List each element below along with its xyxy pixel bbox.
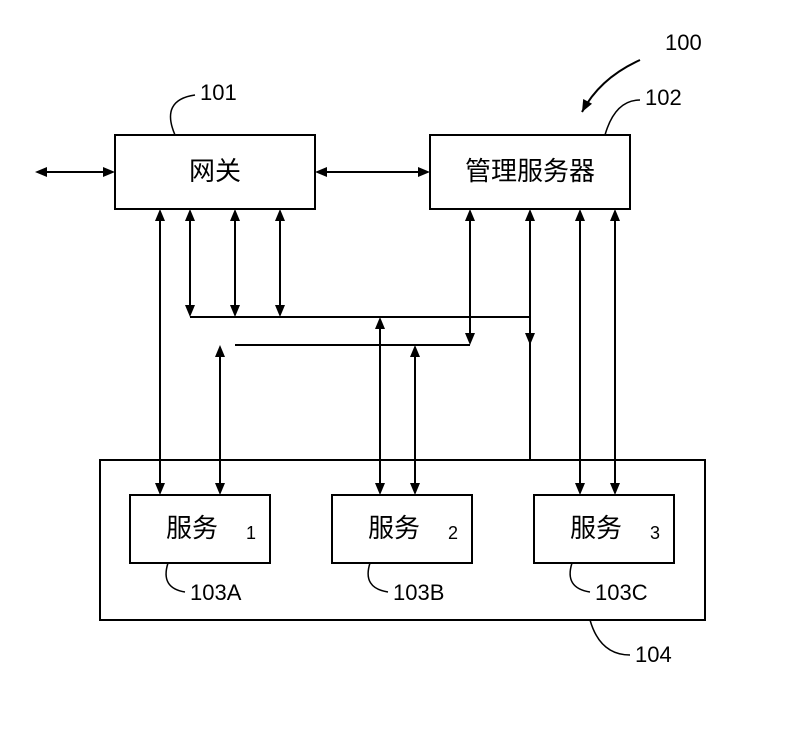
callout-103A: 103A — [190, 580, 242, 605]
svc2-label: 服务 — [368, 514, 420, 543]
svc3-number: 3 — [650, 523, 660, 543]
callout-104: 104 — [635, 642, 672, 667]
svc1-node: 服务 1 — [130, 495, 270, 563]
mgmt-node: 管理服务器 — [430, 135, 630, 209]
svc2-node: 服务 2 — [332, 495, 472, 563]
gateway-label: 网关 — [189, 157, 241, 186]
callout-103C: 103C — [595, 580, 648, 605]
callout-100: 100 — [665, 30, 702, 55]
gateway-node: 网关 — [115, 135, 315, 209]
callout-101: 101 — [200, 80, 237, 105]
svc2-number: 2 — [448, 523, 458, 543]
svc3-node: 服务 3 — [534, 495, 674, 563]
callout-102: 102 — [645, 85, 682, 110]
svc1-label: 服务 — [166, 514, 218, 543]
svc1-number: 1 — [246, 523, 256, 543]
svc3-label: 服务 — [570, 514, 622, 543]
network-diagram: 网关 管理服务器服务 1 服务 2 服务 3 100 101 102 104 103A 103B 103C — [0, 0, 800, 744]
mgmt-label: 管理服务器 — [465, 157, 595, 186]
callout-103B: 103B — [393, 580, 444, 605]
